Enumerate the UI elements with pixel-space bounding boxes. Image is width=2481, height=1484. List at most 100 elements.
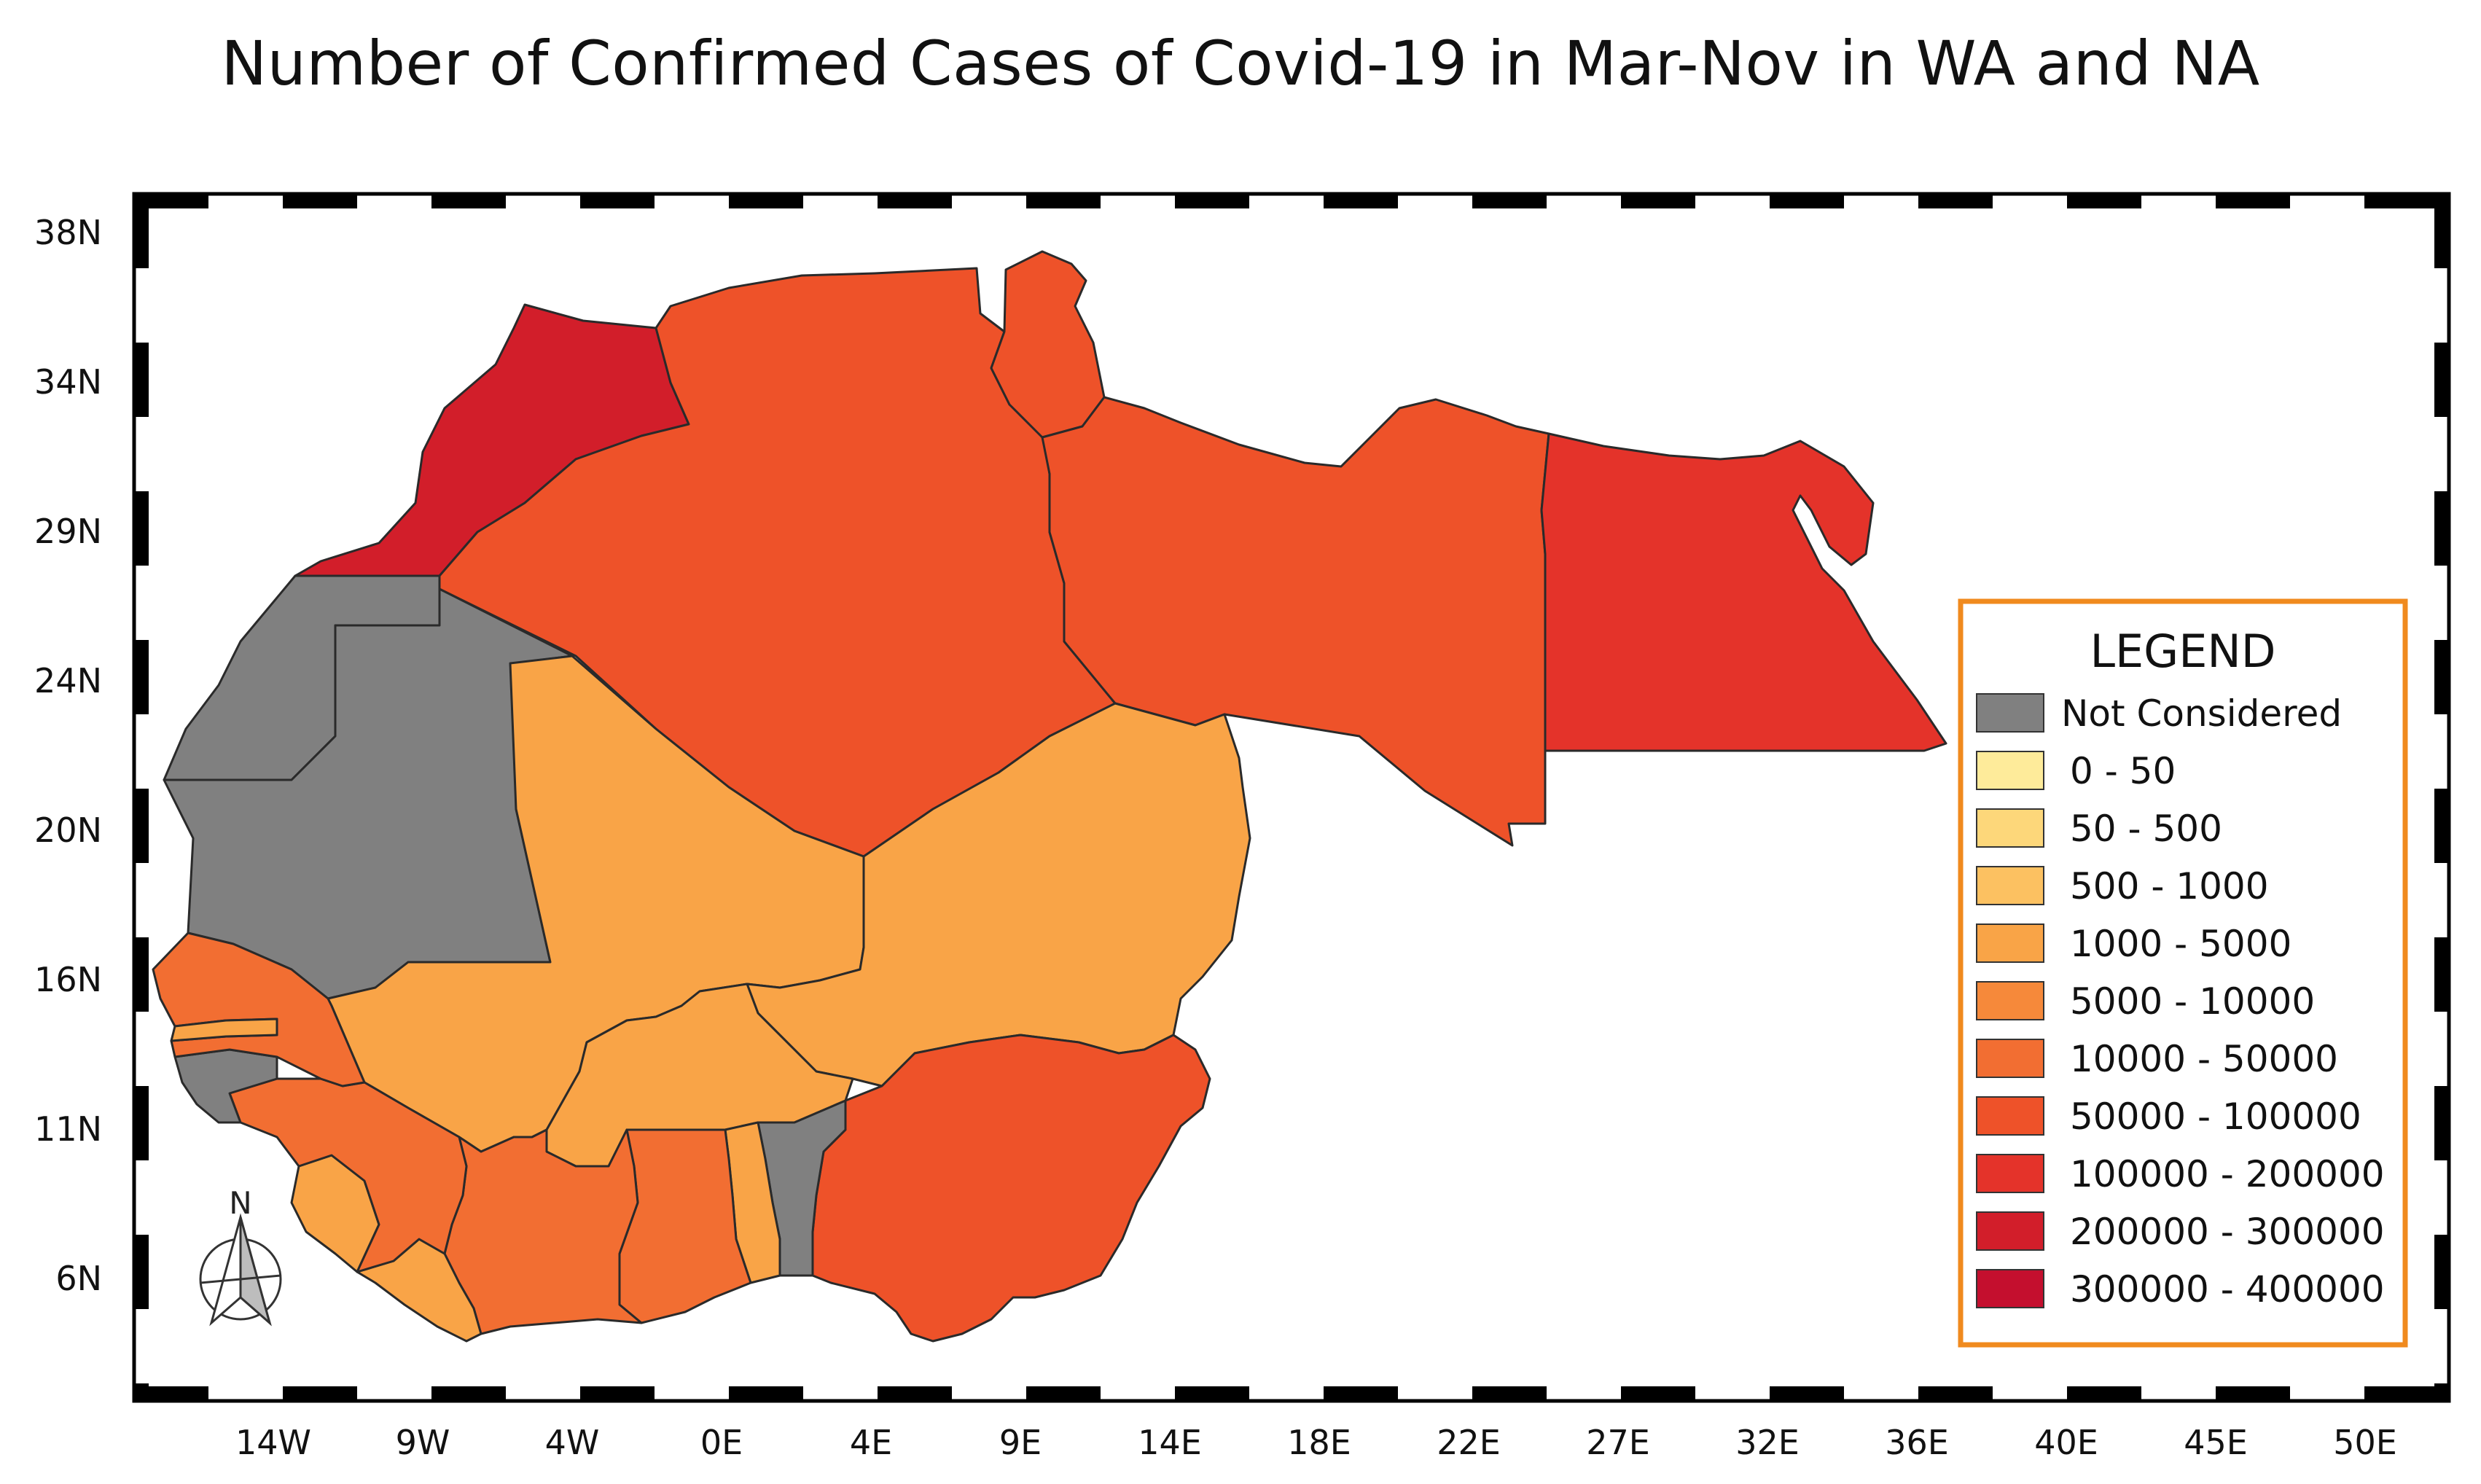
countries-layer xyxy=(152,250,1947,1343)
region-tunisia[interactable] xyxy=(990,250,1106,439)
legend: LEGEND Not Considered 0 - 50 50 - 500 500 -… xyxy=(1958,598,2408,1348)
frame-tick xyxy=(729,194,803,208)
lon-label: 27E xyxy=(1586,1423,1650,1462)
lon-label: 18E xyxy=(1287,1423,1351,1462)
frame-tick xyxy=(1621,1386,1695,1401)
lon-label: 0E xyxy=(700,1423,743,1462)
frame-tick xyxy=(1621,194,1695,208)
lon-label: 22E xyxy=(1437,1423,1501,1462)
legend-label: 500 - 1000 xyxy=(2070,865,2269,907)
frame-tick xyxy=(134,789,149,863)
latitude-labels: 38N 34N 29N 24N 20N 16N 11N 6N xyxy=(34,213,102,1298)
frame-tick xyxy=(1324,194,1398,208)
frame-tick xyxy=(134,1235,149,1309)
lat-label: 20N xyxy=(34,811,102,850)
frame-tick xyxy=(134,1383,149,1401)
frame-tick xyxy=(1026,1386,1101,1401)
frame-tick xyxy=(580,194,655,208)
frame-tick xyxy=(1918,194,1993,208)
frame-tick xyxy=(2434,1383,2449,1401)
legend-swatch xyxy=(1976,1096,2044,1136)
legend-label: 100000 - 200000 xyxy=(2070,1153,2385,1195)
frame-tick xyxy=(580,1386,655,1401)
region-cote-divoire[interactable] xyxy=(443,1128,643,1335)
frame-tick xyxy=(431,194,506,208)
lon-label: 45E xyxy=(2184,1423,2248,1462)
frame-tick xyxy=(1918,1386,1993,1401)
legend-swatch xyxy=(1976,1039,2044,1078)
lat-label: 11N xyxy=(34,1109,102,1149)
legend-swatch xyxy=(1976,866,2044,905)
frame-tick xyxy=(2067,1386,2141,1401)
frame-tick xyxy=(2067,194,2141,208)
frame-tick xyxy=(134,937,149,1012)
lat-label: 38N xyxy=(34,213,102,252)
longitude-labels: 14W 9W 4W 0E 4E 9E 14E 18E 22E 27E 32E 3… xyxy=(235,1423,2397,1462)
region-egypt[interactable] xyxy=(1540,432,1947,752)
lon-label: 14W xyxy=(235,1423,311,1462)
lon-label: 4E xyxy=(850,1423,892,1462)
region-gambia[interactable] xyxy=(170,1018,278,1042)
legend-swatch xyxy=(1976,923,2044,963)
legend-label: 5000 - 10000 xyxy=(2070,980,2315,1023)
frame-tick xyxy=(134,640,149,714)
legend-label: 300000 - 400000 xyxy=(2070,1268,2385,1311)
north-arrow: N xyxy=(199,1185,282,1327)
frame-tick xyxy=(134,343,149,417)
legend-label: 1000 - 5000 xyxy=(2070,923,2291,965)
frame-tick xyxy=(1026,194,1101,208)
frame-ticks xyxy=(134,194,2449,1401)
lon-label: 36E xyxy=(1885,1423,1949,1462)
legend-label: Not Considered xyxy=(2061,692,2342,735)
lon-label: 9E xyxy=(999,1423,1042,1462)
frame-tick xyxy=(878,1386,952,1401)
lat-label: 34N xyxy=(34,362,102,402)
frame-tick xyxy=(1770,1386,1844,1401)
frame-tick xyxy=(2434,491,2449,566)
frame-tick xyxy=(283,194,357,208)
frame-tick xyxy=(2434,1086,2449,1160)
frame-tick xyxy=(878,194,952,208)
frame-tick xyxy=(2434,194,2449,268)
legend-label: 0 - 50 xyxy=(2070,750,2176,792)
frame-tick xyxy=(1324,1386,1398,1401)
legend-swatch xyxy=(1976,751,2044,790)
frame-tick xyxy=(134,194,208,208)
lon-label: 4W xyxy=(545,1423,600,1462)
frame-tick xyxy=(2434,789,2449,863)
frame-tick xyxy=(2434,937,2449,1012)
frame-tick xyxy=(1770,194,1844,208)
legend-swatch xyxy=(1976,693,2044,733)
legend-swatch xyxy=(1976,1211,2044,1251)
lat-label: 29N xyxy=(34,512,102,551)
legend-label: 50000 - 100000 xyxy=(2070,1096,2361,1138)
legend-label: 200000 - 300000 xyxy=(2070,1211,2385,1253)
lon-label: 9W xyxy=(396,1423,450,1462)
legend-items: Not Considered 0 - 50 50 - 500 500 - 1000 10… xyxy=(1976,692,2385,1311)
legend-swatch xyxy=(1976,1269,2044,1308)
frame-tick xyxy=(2434,1235,2449,1309)
legend-label: 50 - 500 xyxy=(2070,808,2222,850)
frame-tick xyxy=(2364,194,2439,208)
frame-tick xyxy=(1472,194,1547,208)
frame-tick xyxy=(2434,343,2449,417)
frame-tick xyxy=(283,1386,357,1401)
map-title: Number of Confirmed Cases of Covid-19 in… xyxy=(221,28,2260,99)
lat-label: 6N xyxy=(55,1259,102,1298)
north-arrow-icon xyxy=(199,1213,282,1327)
frame-tick xyxy=(431,1386,506,1401)
legend-title: LEGEND xyxy=(2090,625,2275,678)
legend-swatch xyxy=(1976,981,2044,1020)
lat-label: 24N xyxy=(34,661,102,700)
frame-tick xyxy=(134,1386,208,1401)
frame-tick xyxy=(2434,640,2449,714)
frame-tick xyxy=(2216,194,2290,208)
legend-label: 10000 - 50000 xyxy=(2070,1038,2338,1080)
legend-swatch xyxy=(1976,1154,2044,1193)
lon-label: 50E xyxy=(2333,1423,2397,1462)
lon-label: 14E xyxy=(1138,1423,1202,1462)
lat-label: 16N xyxy=(34,960,102,999)
frame-tick xyxy=(134,194,149,268)
frame-tick xyxy=(1175,1386,1249,1401)
lon-label: 40E xyxy=(2034,1423,2098,1462)
